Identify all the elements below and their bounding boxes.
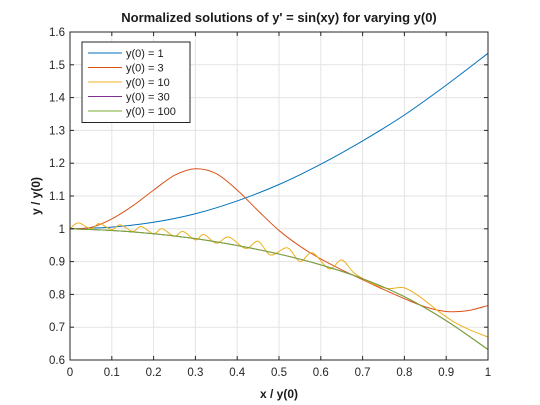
series-layer	[69, 52, 489, 350]
x-tick-label: 1	[485, 367, 491, 379]
x-tick-label: 0.2	[146, 367, 162, 379]
y-tick-label: 1.5	[49, 60, 65, 72]
y-tick-label: 1	[59, 224, 65, 236]
y-tick-label: 0.9	[49, 257, 65, 269]
x-tick-label: 0.5	[271, 367, 287, 379]
y-tick-label: 1.4	[49, 93, 66, 105]
x-tick-label: 0	[67, 367, 73, 379]
x-tick-label: 0.9	[438, 367, 454, 379]
x-tick-label: 0.8	[396, 367, 412, 379]
y-tick-label: 0.7	[49, 322, 65, 334]
legend-entry-label: y(0) = 10	[126, 77, 170, 89]
y-tick-label: 0.6	[49, 355, 65, 367]
legend-entry-label: y(0) = 100	[126, 106, 176, 118]
y-tick-label: 1.1	[49, 191, 65, 203]
legend-entry-label: y(0) = 30	[126, 92, 170, 104]
x-tick-label: 0.7	[355, 367, 371, 379]
y-axis-label: y / y(0)	[29, 177, 43, 215]
y-tick-label: 1.3	[49, 125, 65, 137]
series-line-3	[69, 222, 489, 338]
x-tick-label: 0.3	[187, 367, 203, 379]
legend-entry-label: y(0) = 1	[126, 48, 164, 60]
y-tick-label: 1.2	[49, 158, 65, 170]
x-tick-label: 0.4	[229, 367, 246, 379]
series-line-5	[69, 228, 489, 350]
x-tick-label: 0.1	[104, 367, 120, 379]
legend-entry-label: y(0) = 3	[126, 63, 164, 75]
series-line-1	[69, 52, 489, 230]
ticks: 0 0.1 0.2 0.3 0.4 0.5 0.6 0.7 0.8 0.9 1 0.6 0.7 0.8 0.…	[49, 27, 491, 379]
y-tick-label: 1.6	[49, 27, 65, 39]
y-tick-label: 0.8	[49, 289, 65, 301]
legend: y(0) = 1 y(0) = 3 y(0) = 10 y(0) = 30 y(0) =…	[81, 41, 191, 123]
x-tick-label: 0.6	[313, 367, 329, 379]
x-axis-label: x / y(0)	[260, 387, 298, 401]
chart-title: Normalized solutions of y' = sin(xy) for…	[121, 10, 437, 25]
